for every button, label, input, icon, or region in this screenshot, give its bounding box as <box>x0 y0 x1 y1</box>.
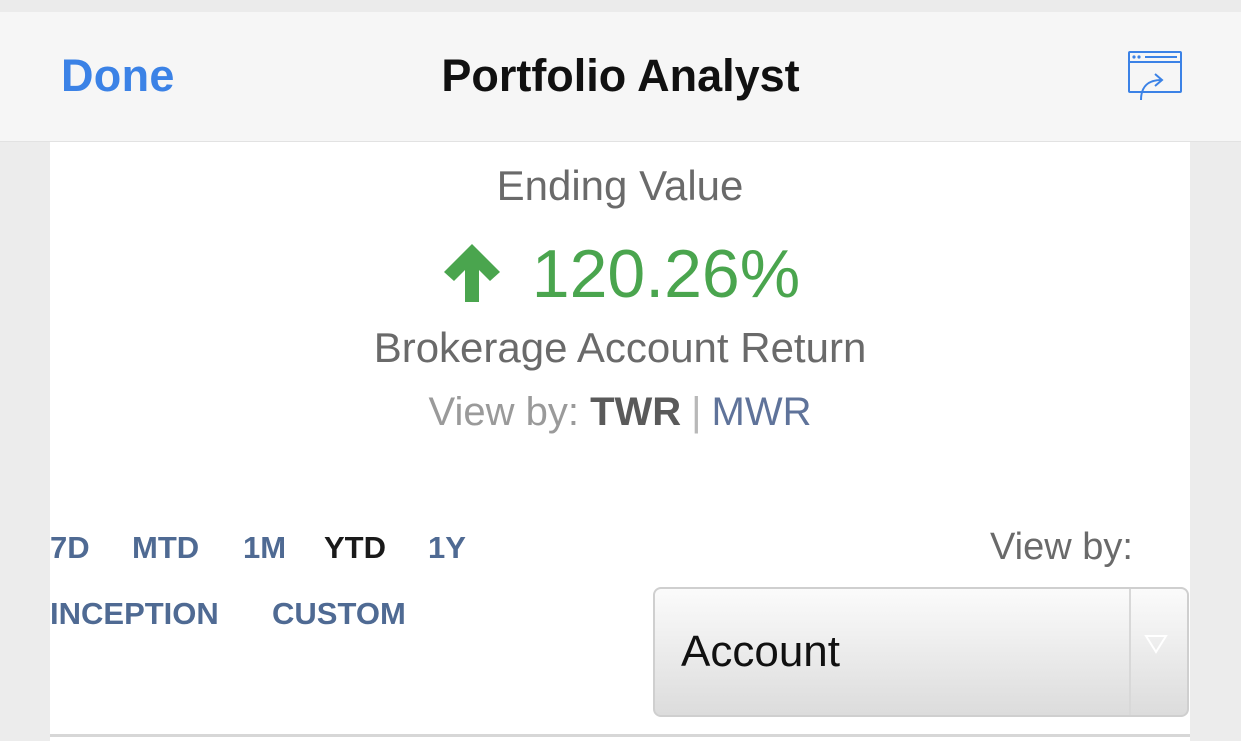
period-7d[interactable]: 7D <box>50 530 90 565</box>
return-subheading: Brokerage Account Return <box>373 324 867 371</box>
twr-option[interactable]: TWR <box>590 390 682 434</box>
summary-panel: Ending Value 120.26% Brokerage Account R… <box>50 142 1190 741</box>
arrow-up-icon <box>440 240 504 306</box>
period-ytd[interactable]: YTD <box>324 530 386 565</box>
chevron-down-icon <box>1143 633 1169 655</box>
page-title: Portfolio Analyst <box>441 50 800 101</box>
view-by-prefix: View by: <box>428 390 579 434</box>
share-window-icon[interactable] <box>1127 50 1183 102</box>
ending-value-heading: Ending Value <box>496 162 744 209</box>
period-mtd[interactable]: MTD <box>132 530 200 565</box>
period-custom[interactable]: CUSTOM <box>272 596 406 631</box>
view-by-label: View by: <box>990 526 1133 568</box>
select-value: Account <box>681 627 840 676</box>
select-divider <box>1129 589 1131 715</box>
divider <box>50 734 1190 737</box>
status-strip <box>0 0 1241 12</box>
view-by-select[interactable]: Account <box>653 587 1189 717</box>
return-view-by: View by: TWR | MWR <box>50 390 1190 435</box>
done-button[interactable]: Done <box>61 50 175 101</box>
nav-bar: Done Portfolio Analyst <box>0 12 1241 142</box>
period-1m[interactable]: 1M <box>243 530 287 565</box>
mwr-option[interactable]: MWR <box>711 390 812 434</box>
period-inception[interactable]: INCEPTION <box>50 596 219 631</box>
option-separator: | <box>691 390 702 434</box>
return-row: 120.26% <box>50 234 1190 314</box>
period-1y[interactable]: 1Y <box>428 530 466 565</box>
return-value: 120.26% <box>531 236 801 312</box>
